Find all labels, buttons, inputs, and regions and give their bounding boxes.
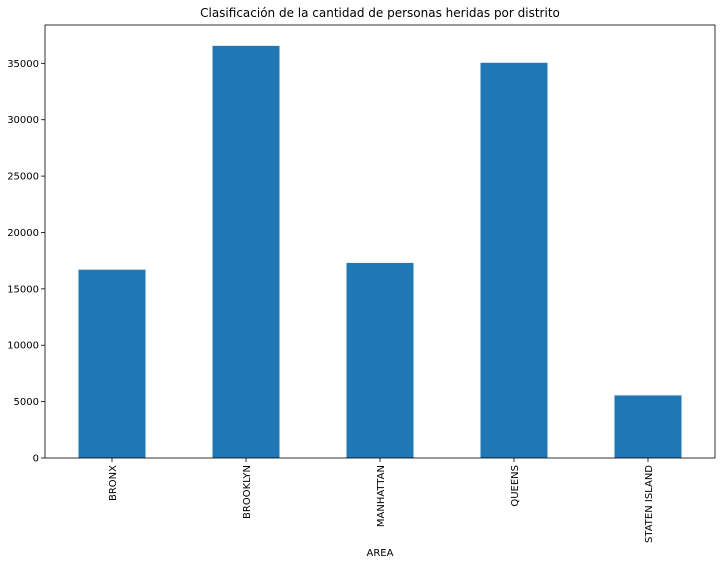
- bar-manhattan: [346, 262, 414, 458]
- x-axis: BRONX BROOKLYN MANHATTAN QUEENS STATEN ISLAN…: [108, 458, 655, 543]
- y-tick-label: 30000: [7, 115, 39, 126]
- y-tick-label: 5000: [14, 397, 39, 408]
- plot-frame: [44, 24, 716, 459]
- y-tick-label: 15000: [7, 284, 39, 295]
- y-tick-label: 35000: [7, 59, 39, 70]
- x-tick-label: QUEENS: [510, 465, 521, 507]
- x-axis-label: AREA: [367, 548, 394, 559]
- x-tick-label: BRONX: [108, 465, 119, 501]
- y-axis: 0 5000 10000 15000 20000 25000 30000 35000: [7, 59, 45, 465]
- bar-bronx: [78, 269, 146, 458]
- bars-group: [78, 45, 682, 458]
- chart-title: Clasificación de la cantidad de personas…: [200, 6, 560, 20]
- bar-queens: [480, 62, 548, 458]
- y-tick-label: 0: [33, 454, 39, 465]
- x-tick-label: STATEN ISLAND: [644, 465, 655, 543]
- y-tick-label: 20000: [7, 228, 39, 239]
- bar-staten-island: [614, 395, 682, 458]
- y-tick-label: 10000: [7, 341, 39, 352]
- y-tick-label: 25000: [7, 172, 39, 183]
- bar-brooklyn: [212, 45, 280, 458]
- x-tick-label: BROOKLYN: [242, 465, 253, 519]
- x-tick-label: MANHATTAN: [376, 465, 387, 527]
